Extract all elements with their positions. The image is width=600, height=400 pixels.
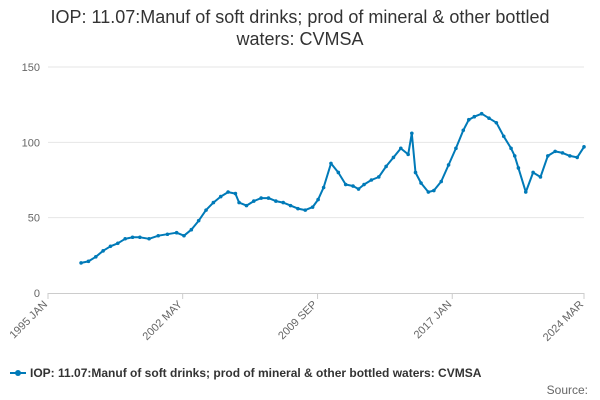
- data-point[interactable]: [196, 218, 201, 223]
- data-point[interactable]: [384, 164, 388, 169]
- data-point[interactable]: [501, 134, 506, 139]
- data-point[interactable]: [410, 131, 414, 136]
- data-point[interactable]: [310, 205, 315, 209]
- data-point[interactable]: [419, 181, 423, 185]
- data-point[interactable]: [466, 117, 471, 122]
- x-tick-label: 2009 SEP: [276, 299, 320, 343]
- data-point[interactable]: [174, 230, 179, 235]
- data-point[interactable]: [296, 206, 300, 211]
- data-point[interactable]: [391, 155, 396, 160]
- series-line[interactable]: [80, 112, 585, 264]
- data-point[interactable]: [538, 175, 543, 179]
- data-point[interactable]: [336, 170, 341, 175]
- data-point[interactable]: [79, 261, 83, 265]
- data-point[interactable]: [218, 194, 223, 199]
- y-tick-label: 150: [22, 62, 40, 74]
- data-point[interactable]: [426, 190, 431, 194]
- legend[interactable]: IOP: 11.07:Manuf of soft drinks; prod of…: [10, 366, 481, 380]
- legend-marker-icon: [10, 367, 26, 379]
- data-point[interactable]: [487, 116, 491, 121]
- y-tick-label: 100: [22, 137, 40, 149]
- data-point[interactable]: [321, 185, 326, 190]
- data-point[interactable]: [329, 161, 333, 166]
- data-point[interactable]: [516, 166, 521, 170]
- data-point[interactable]: [316, 197, 320, 202]
- x-axis-labels: 1995 JAN 2002 MAY 2009 SEP 2017 JAN 2024 MAR: [7, 293, 586, 344]
- data-point[interactable]: [252, 199, 256, 203]
- data-point[interactable]: [582, 145, 586, 149]
- data-point[interactable]: [413, 170, 418, 175]
- x-tick-label: 2017 JAN: [412, 299, 455, 342]
- data-point[interactable]: [123, 236, 127, 241]
- data-point[interactable]: [93, 255, 98, 259]
- data-point[interactable]: [376, 175, 381, 179]
- data-point[interactable]: [472, 114, 477, 119]
- data-point[interactable]: [369, 178, 374, 182]
- data-point[interactable]: [182, 233, 186, 238]
- data-point[interactable]: [226, 190, 230, 194]
- data-point[interactable]: [233, 191, 238, 196]
- data-point[interactable]: [531, 170, 535, 175]
- x-tick-label: 2024 MAR: [541, 299, 586, 344]
- data-point[interactable]: [560, 151, 565, 155]
- data-point[interactable]: [288, 203, 293, 208]
- data-point[interactable]: [138, 235, 142, 240]
- data-point[interactable]: [446, 163, 451, 167]
- data-point[interactable]: [211, 200, 216, 205]
- data-point[interactable]: [130, 235, 135, 240]
- data-point[interactable]: [165, 232, 170, 237]
- data-point[interactable]: [509, 146, 513, 151]
- data-point[interactable]: [244, 203, 249, 208]
- data-point[interactable]: [512, 154, 517, 158]
- data-point[interactable]: [399, 146, 403, 151]
- data-point[interactable]: [553, 149, 557, 154]
- data-point[interactable]: [116, 241, 120, 246]
- y-tick-label: 0: [34, 288, 40, 300]
- data-point[interactable]: [406, 152, 410, 157]
- legend-label: IOP: 11.07:Manuf of soft drinks; prod of…: [30, 366, 482, 380]
- data-point[interactable]: [303, 208, 308, 212]
- y-tick-label: 50: [28, 213, 40, 225]
- data-point[interactable]: [189, 227, 194, 232]
- data-point[interactable]: [147, 236, 151, 241]
- x-tick-label: 1995 JAN: [7, 299, 50, 342]
- data-point[interactable]: [237, 200, 241, 205]
- data-point[interactable]: [259, 196, 263, 200]
- x-tick-label: 2002 MAY: [141, 298, 186, 343]
- data-point[interactable]: [101, 249, 105, 253]
- data-point[interactable]: [356, 187, 361, 191]
- y-axis: 0 50 100 150: [22, 62, 40, 300]
- gridlines: [48, 66, 584, 219]
- data-point[interactable]: [568, 154, 572, 158]
- data-point[interactable]: [523, 190, 528, 194]
- data-point[interactable]: [439, 179, 444, 184]
- data-point[interactable]: [274, 199, 278, 203]
- data-point[interactable]: [351, 184, 355, 188]
- data-point[interactable]: [108, 244, 113, 249]
- chart-title: IOP: 11.07:Manuf of soft drinks; prod of…: [50, 7, 550, 49]
- legend-dot: [15, 370, 21, 376]
- data-point[interactable]: [494, 120, 499, 125]
- data-point[interactable]: [432, 188, 436, 193]
- data-point[interactable]: [266, 196, 271, 200]
- data-point[interactable]: [86, 259, 91, 264]
- data-point[interactable]: [575, 155, 580, 160]
- data-point[interactable]: [454, 146, 458, 151]
- source-note: Source:: [546, 383, 588, 397]
- data-point[interactable]: [479, 111, 484, 116]
- data-point[interactable]: [362, 182, 366, 187]
- data-point[interactable]: [204, 208, 208, 212]
- data-point[interactable]: [156, 233, 161, 238]
- data-point[interactable]: [461, 128, 466, 133]
- data-point[interactable]: [546, 154, 550, 158]
- series-group: [79, 111, 586, 265]
- data-point[interactable]: [343, 182, 348, 187]
- data-point[interactable]: [281, 200, 286, 205]
